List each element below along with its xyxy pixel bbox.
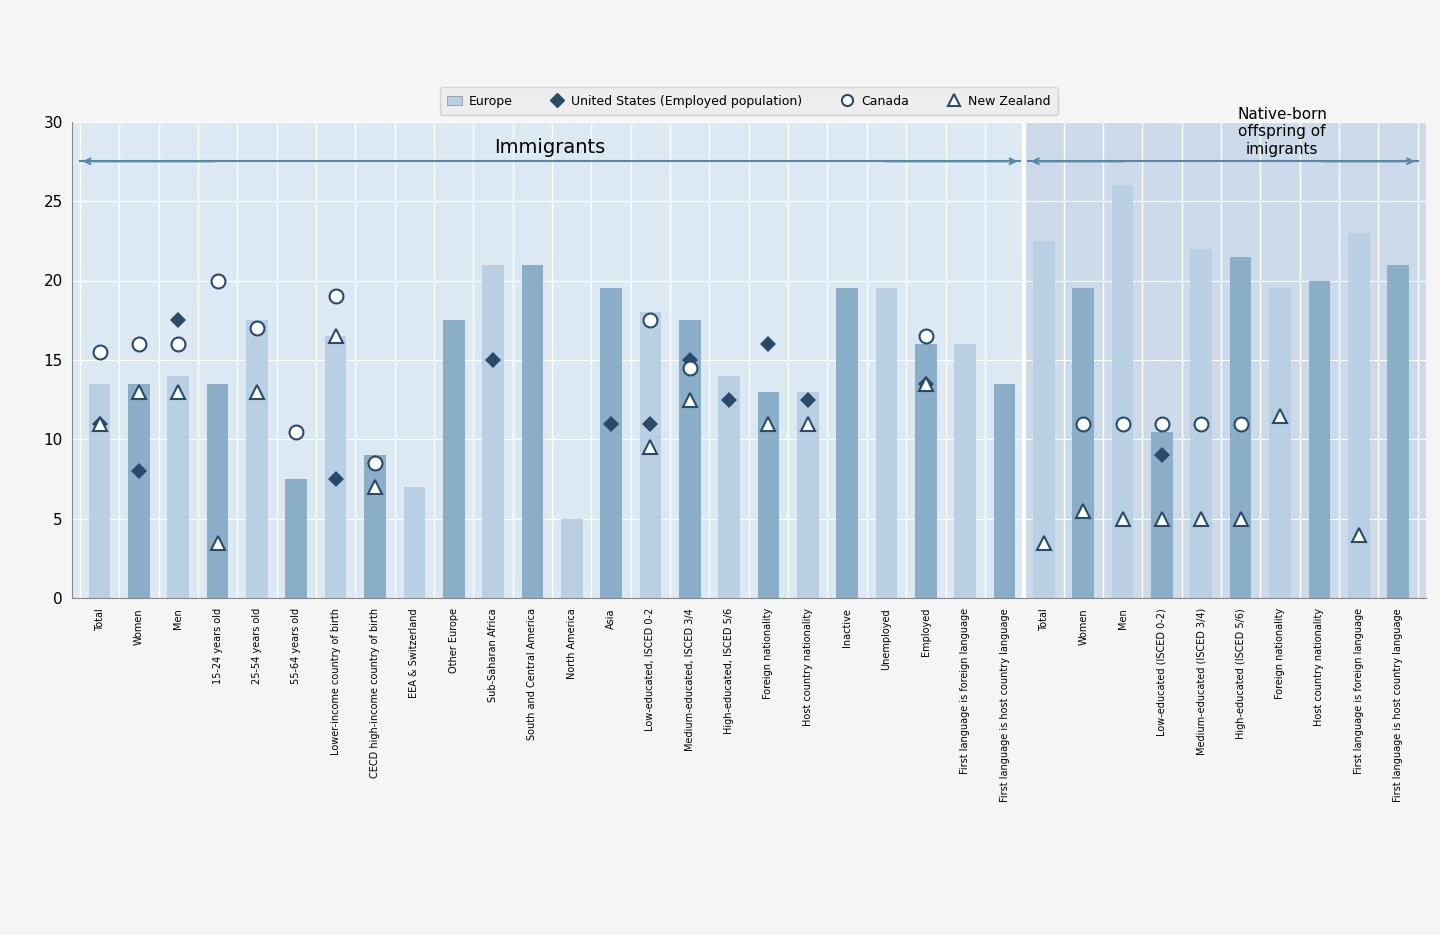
Bar <box>600 288 622 598</box>
Text: Immigrants: Immigrants <box>494 137 606 156</box>
Bar <box>1269 288 1290 598</box>
Legend: Europe, United States (Employed population), Canada, New Zealand: Europe, United States (Employed populati… <box>439 87 1058 115</box>
Bar <box>1348 233 1369 598</box>
Bar <box>482 265 504 598</box>
Bar <box>914 344 936 598</box>
Bar <box>246 320 268 598</box>
Bar <box>1191 249 1212 598</box>
Bar <box>1151 432 1172 598</box>
Bar <box>719 376 740 598</box>
Bar <box>837 288 858 598</box>
Bar <box>403 487 425 598</box>
Bar <box>757 392 779 598</box>
Text: Native-born
offspring of
imigrants: Native-born offspring of imigrants <box>1237 107 1326 156</box>
Bar <box>1073 288 1094 598</box>
Bar <box>955 344 976 598</box>
Bar <box>89 383 111 598</box>
Bar <box>678 320 701 598</box>
Bar <box>167 376 189 598</box>
Bar <box>639 312 661 598</box>
Bar <box>1387 265 1408 598</box>
Bar <box>1230 256 1251 598</box>
Bar <box>521 265 543 598</box>
Bar <box>325 336 347 598</box>
Bar <box>444 320 465 598</box>
Bar <box>876 288 897 598</box>
Bar <box>562 519 583 598</box>
Bar <box>1024 122 1437 598</box>
Bar <box>1032 241 1054 598</box>
Bar <box>207 383 229 598</box>
Bar <box>364 455 386 598</box>
Bar <box>285 479 307 598</box>
Bar <box>994 383 1015 598</box>
Bar <box>128 383 150 598</box>
Bar <box>796 392 819 598</box>
Bar <box>1309 280 1331 598</box>
Bar <box>1112 185 1133 598</box>
